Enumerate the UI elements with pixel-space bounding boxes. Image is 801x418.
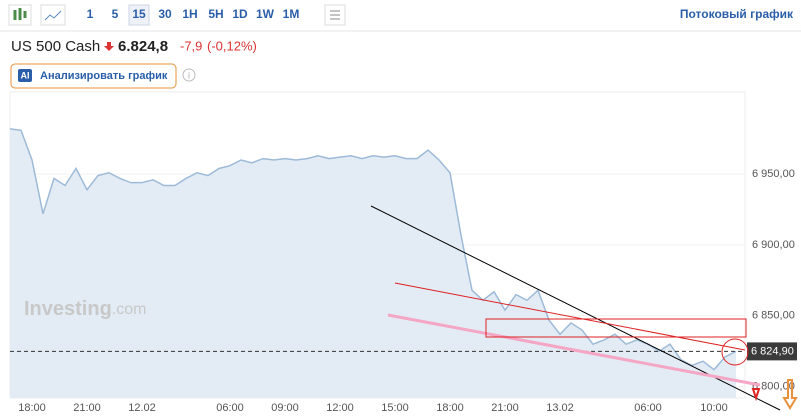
last-price-box (747, 342, 797, 361)
interval-button[interactable]: 1W (256, 7, 275, 21)
watermark-brand: Investing (24, 298, 112, 320)
marker (751, 388, 761, 402)
info-icon[interactable] (182, 68, 196, 82)
drawings (370, 205, 798, 411)
x-tick-label: 18:00 (18, 402, 46, 414)
watermark: Investing.com (24, 298, 146, 320)
analyze-label: Анализировать график (40, 70, 168, 82)
x-tick-label: 10:00 (700, 402, 728, 414)
info-glyph: i (188, 70, 190, 80)
rectangle-drawing[interactable] (485, 318, 747, 338)
arrow-drawing (782, 379, 798, 410)
y-tick-label: 6 950,00 (752, 168, 795, 180)
x-tick-label: 09:00 (271, 402, 299, 414)
circle-drawing[interactable] (721, 338, 749, 366)
settings-glyph (330, 10, 340, 20)
x-tick-label: 21:00 (491, 402, 519, 414)
interval-button[interactable]: 5H (208, 7, 223, 21)
area-glyph (44, 10, 62, 21)
interval-button[interactable]: 1M (283, 7, 300, 21)
x-tick-label: 21:00 (73, 402, 101, 414)
interval-button[interactable]: 1 (87, 7, 94, 21)
interval-button[interactable]: 1H (182, 7, 197, 21)
x-tick-label: 06:00 (634, 402, 662, 414)
interval-button[interactable]: 1D (232, 7, 248, 21)
analyze-button[interactable] (10, 63, 177, 89)
symbol: US 500 Cash (11, 38, 100, 55)
ai-badge (18, 69, 32, 82)
stream-link[interactable]: Потоковый график (680, 7, 794, 21)
change-pct: (-0,12%) (207, 38, 257, 53)
area-fill (10, 128, 736, 399)
trend-line[interactable] (394, 282, 746, 351)
y-tick-label: 6 900,00 (752, 239, 795, 251)
interval-button[interactable]: 15 (132, 7, 146, 21)
x-tick-label: 12:00 (326, 402, 354, 414)
ai-text: AI (21, 70, 30, 80)
y-tick-label: 6 850,00 (752, 310, 795, 322)
price: 6.824,8 (118, 38, 168, 55)
x-tick-label: 15:00 (381, 402, 409, 414)
area-icon[interactable] (40, 4, 66, 26)
change: -7,9 (180, 38, 202, 53)
last-price-label: 6 824,90 (751, 345, 794, 357)
x-tick-label: 06:00 (216, 402, 244, 414)
x-tick-label: 12.02 (128, 402, 156, 414)
x-tick-label: 18:00 (436, 402, 464, 414)
candles-glyph (13, 8, 27, 20)
watermark-suffix: .com (112, 301, 147, 318)
x-tick-label: 13.02 (546, 402, 574, 414)
y-tick-label: 6 800,00 (752, 381, 795, 393)
down-arrow (104, 42, 114, 51)
trend-line[interactable] (387, 313, 761, 387)
interval-button[interactable]: 30 (158, 7, 172, 21)
price-line (9, 128, 737, 371)
interval-active (128, 4, 150, 26)
interval-button[interactable]: 5 (112, 7, 119, 21)
